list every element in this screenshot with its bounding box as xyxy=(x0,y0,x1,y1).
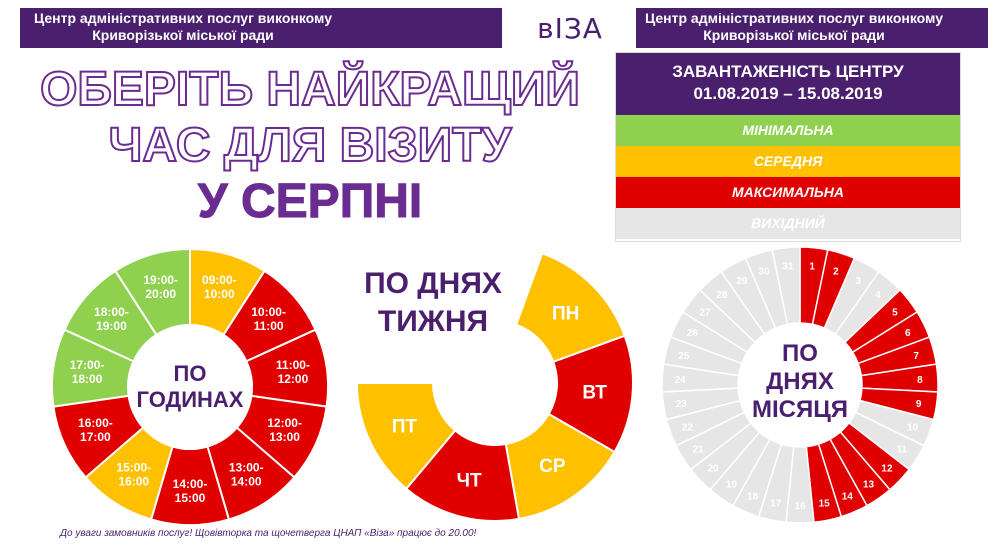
month-day-label: 19 xyxy=(726,479,738,490)
header-right-band xyxy=(636,8,988,48)
hour-label: 15:00 xyxy=(175,491,206,505)
month-day-label: 14 xyxy=(842,491,854,502)
month-day-label: 5 xyxy=(892,308,898,319)
month-day-label: 16 xyxy=(794,501,806,512)
legend-item-medium: СЕРЕДНЯ xyxy=(616,146,960,177)
legend-title: ЗАВАНТАЖЕНІСТЬ ЦЕНТРУ xyxy=(672,62,904,81)
header-right-text: Центр адміністративних послуг виконкому … xyxy=(644,10,943,43)
month-day-label: 26 xyxy=(687,328,699,339)
month-day-label: 8 xyxy=(917,375,923,386)
header-left-band xyxy=(20,8,502,48)
month-day-label: 31 xyxy=(782,262,794,273)
hour-label: 11:00- xyxy=(276,358,310,372)
header-left-text: Центр адміністративних послуг виконкому … xyxy=(33,10,332,43)
hour-label: 09:00- xyxy=(202,273,237,287)
month-day-label: 11 xyxy=(897,444,908,455)
viza-logo: вІЗА xyxy=(537,12,603,45)
page-title: ОБЕРІТЬ НАЙКРАЩИЙ ЧАС ДЛЯ ВІЗИТУ У СЕРПН… xyxy=(39,62,581,230)
month-center-label: ДНЯХ xyxy=(766,368,834,395)
hours-center-label: ГОДИНАХ xyxy=(137,387,244,412)
hour-label: 10:00 xyxy=(204,287,235,301)
hour-label: 13:00- xyxy=(229,460,264,474)
month-day-label: 15 xyxy=(819,499,831,510)
legend-item-maximal: МАКСИМАЛЬНА xyxy=(616,177,960,208)
legend-period: 01.08.2019 – 15.08.2019 xyxy=(693,84,883,103)
weekdays-title: ТИЖНЯ xyxy=(378,305,488,338)
month-day-label: 6 xyxy=(905,328,911,339)
month-day-label: 7 xyxy=(913,351,919,362)
weekdays-chart: ПН ВТ СР ЧТ ПТ ПО ДНЯХ ТИЖНЯ xyxy=(355,255,634,522)
month-day-label: 24 xyxy=(675,375,687,386)
hour-label: 13:00 xyxy=(269,430,300,444)
month-day-label: 27 xyxy=(700,308,712,319)
hour-label: 11:00 xyxy=(254,319,284,333)
month-day-label: 10 xyxy=(907,423,919,434)
month-day-label: 13 xyxy=(863,479,875,490)
hour-label: 10:00- xyxy=(251,305,286,319)
month-day-label: 23 xyxy=(676,399,688,410)
month-day-label: 28 xyxy=(716,290,728,301)
hours-chart: 09:00-10:0010:00-11:0011:00-12:0012:00-1… xyxy=(51,247,329,526)
month-day-label: 29 xyxy=(736,276,748,287)
weekdays-title: ПО ДНЯХ xyxy=(364,267,502,300)
month-day-label: 20 xyxy=(707,464,719,475)
month-day-label: 3 xyxy=(855,276,861,287)
hours-center-label: ПО xyxy=(174,361,207,386)
hour-label: 16:00 xyxy=(118,474,149,488)
month-day-label: 12 xyxy=(881,464,893,475)
hour-label: 18:00 xyxy=(72,372,103,386)
month-center-label: ПО xyxy=(782,340,818,367)
hour-label: 12:00 xyxy=(278,372,309,386)
legend-heading: ЗАВАНТАЖЕНІСТЬ ЦЕНТРУ 01.08.2019 – 15.08… xyxy=(616,53,960,115)
hour-label: 17:00 xyxy=(80,430,111,444)
legend-item-minimal: МІНІМАЛЬНА xyxy=(616,115,960,146)
month-day-label: 1 xyxy=(809,262,815,273)
month-day-label: 25 xyxy=(678,351,690,362)
hour-label: 20:00 xyxy=(145,287,176,301)
hour-label: 12:00- xyxy=(267,416,302,430)
hour-label: 15:00- xyxy=(116,460,151,474)
month-day-label: 21 xyxy=(693,444,705,455)
month-chart: 1 234567891011121314151617181920212223242… xyxy=(661,246,939,524)
month-day-segment xyxy=(771,246,801,326)
month-day-label: 17 xyxy=(770,499,782,510)
header-banner: Центр адміністративних послуг виконкому … xyxy=(0,0,998,52)
hour-label: 17:00- xyxy=(70,358,105,372)
weekday-segment xyxy=(355,382,457,491)
footnote: До уваги замовників послуг! Щовівторка т… xyxy=(60,528,477,539)
title-line-2: ЧАС ДЛЯ ВІЗИТУ xyxy=(108,118,513,173)
month-day-label: 9 xyxy=(916,399,922,410)
legend-item-day-off: ВИХІДНИЙ xyxy=(616,208,960,239)
hour-label: 19:00 xyxy=(96,319,127,333)
month-day-label: 22 xyxy=(682,423,694,434)
hour-label: 14:00- xyxy=(173,477,208,491)
month-day-label: 18 xyxy=(747,491,759,502)
hour-segment xyxy=(114,247,191,337)
hour-label: 18:00- xyxy=(94,305,129,319)
month-day-label: 30 xyxy=(759,267,771,278)
hour-label: 14:00 xyxy=(231,474,262,488)
title-line-1: ОБЕРІТЬ НАЙКРАЩИЙ xyxy=(39,62,581,117)
month-day-label: 4 xyxy=(875,290,881,301)
weekday-label: ПН xyxy=(552,303,579,324)
hour-label: 19:00- xyxy=(143,273,178,287)
month-center-label: МІСЯЦЯ xyxy=(752,396,848,423)
hour-label: 16:00- xyxy=(78,416,113,430)
weekday-label: ВТ xyxy=(582,383,607,404)
weekday-label: ЧТ xyxy=(457,471,482,492)
title-line-3: У СЕРПНІ xyxy=(197,175,423,229)
weekday-label: ПТ xyxy=(392,416,418,437)
month-day-label: 2 xyxy=(833,267,839,278)
load-legend: ЗАВАНТАЖЕНІСТЬ ЦЕНТРУ 01.08.2019 – 15.08… xyxy=(615,52,961,242)
weekday-label: СР xyxy=(539,456,566,477)
